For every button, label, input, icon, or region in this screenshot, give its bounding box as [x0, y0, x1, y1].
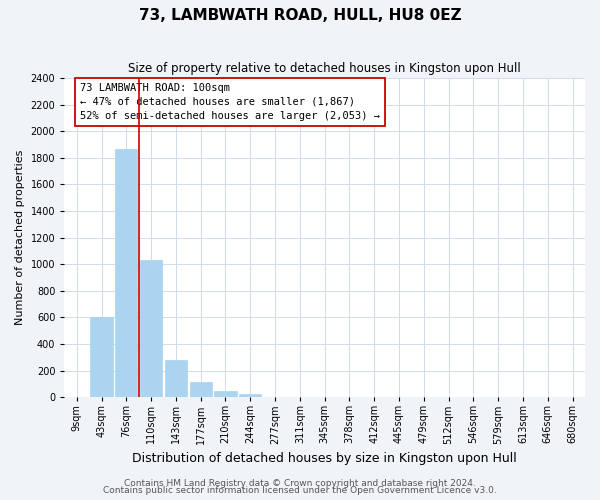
Text: 73 LAMBWATH ROAD: 100sqm
← 47% of detached houses are smaller (1,867)
52% of sem: 73 LAMBWATH ROAD: 100sqm ← 47% of detach…: [80, 83, 380, 121]
Bar: [91, 318, 113, 397]
Title: Size of property relative to detached houses in Kingston upon Hull: Size of property relative to detached ho…: [128, 62, 521, 76]
Bar: [165, 360, 187, 397]
Bar: [214, 391, 236, 397]
Bar: [190, 382, 212, 397]
Bar: [140, 260, 162, 397]
Text: 73, LAMBWATH ROAD, HULL, HU8 0EZ: 73, LAMBWATH ROAD, HULL, HU8 0EZ: [139, 8, 461, 22]
X-axis label: Distribution of detached houses by size in Kingston upon Hull: Distribution of detached houses by size …: [132, 452, 517, 465]
Bar: [115, 148, 137, 397]
Text: Contains HM Land Registry data © Crown copyright and database right 2024.: Contains HM Land Registry data © Crown c…: [124, 478, 476, 488]
Text: Contains public sector information licensed under the Open Government Licence v3: Contains public sector information licen…: [103, 486, 497, 495]
Y-axis label: Number of detached properties: Number of detached properties: [15, 150, 25, 326]
Bar: [239, 394, 262, 397]
